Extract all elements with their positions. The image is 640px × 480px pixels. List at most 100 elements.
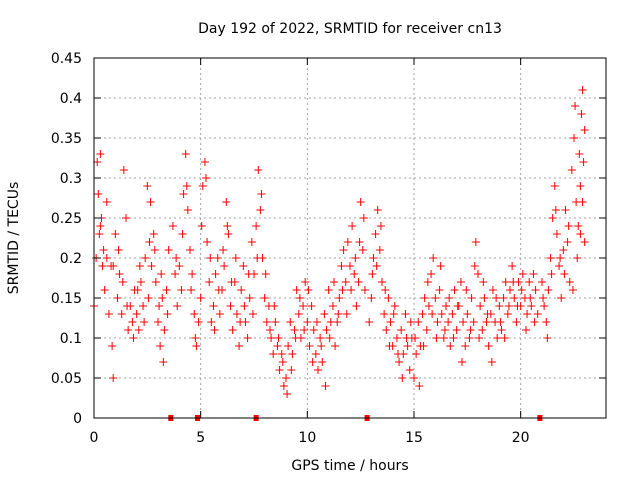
data-point <box>367 294 376 302</box>
data-point <box>380 310 389 318</box>
y-tick-label: 0 <box>73 411 82 427</box>
data-point <box>231 254 240 262</box>
data-point <box>94 190 103 198</box>
data-point <box>392 334 401 342</box>
data-point <box>442 302 450 310</box>
data-point <box>518 270 527 278</box>
data-point <box>309 326 318 334</box>
x-tick-label: 10 <box>298 430 316 446</box>
data-point <box>96 150 105 158</box>
data-point <box>531 286 540 294</box>
data-point <box>275 366 284 374</box>
data-point <box>463 310 472 318</box>
data-point <box>253 254 262 262</box>
data-point <box>509 278 518 286</box>
data-point <box>538 278 546 286</box>
data-point <box>175 262 184 270</box>
data-point <box>187 286 196 294</box>
data-point <box>530 318 539 326</box>
y-tick-label: 0.05 <box>51 371 82 387</box>
data-point <box>219 246 228 254</box>
x-tick-label: 20 <box>512 430 530 446</box>
data-point <box>274 334 283 342</box>
data-point <box>459 318 468 326</box>
y-tick-label: 0.45 <box>51 51 82 67</box>
data-point <box>314 366 322 374</box>
data-point <box>378 278 386 286</box>
data-point <box>141 254 150 262</box>
data-point <box>292 286 301 294</box>
data-point <box>450 286 459 294</box>
data-point <box>546 254 555 262</box>
data-point <box>333 318 342 326</box>
data-point <box>149 230 158 238</box>
data-point <box>431 294 440 302</box>
data-point <box>158 294 167 302</box>
data-point <box>236 318 245 326</box>
data-point <box>109 374 118 382</box>
data-point <box>337 262 346 270</box>
data-point <box>348 222 357 230</box>
data-point <box>113 294 122 302</box>
data-point <box>328 302 337 310</box>
data-point <box>181 150 190 158</box>
data-point <box>150 246 159 254</box>
data-point <box>465 334 474 342</box>
data-point <box>424 302 433 310</box>
data-point <box>501 278 510 286</box>
x-tick-label: 15 <box>405 430 423 446</box>
data-point <box>277 350 286 358</box>
data-point <box>155 302 164 310</box>
data-point <box>160 326 169 334</box>
data-point <box>262 318 271 326</box>
data-point <box>436 262 445 270</box>
data-point <box>232 310 241 318</box>
data-point <box>555 262 564 270</box>
data-point <box>352 302 361 310</box>
data-point <box>444 318 453 326</box>
data-point <box>405 366 414 374</box>
data-point <box>239 262 248 270</box>
data-point <box>467 294 476 302</box>
data-point <box>334 310 343 318</box>
data-point <box>437 310 446 318</box>
data-point <box>330 278 338 286</box>
data-point <box>256 206 265 214</box>
data-point <box>418 310 427 318</box>
data-point <box>207 318 216 326</box>
y-tick-label: 0.4 <box>60 91 82 107</box>
data-point <box>452 326 461 334</box>
data-point <box>318 358 327 366</box>
data-point <box>339 246 348 254</box>
data-point <box>102 254 111 262</box>
data-point <box>295 294 304 302</box>
data-point <box>237 286 246 294</box>
data-point <box>359 214 368 222</box>
data-points <box>90 86 589 398</box>
data-point <box>151 278 160 286</box>
data-point <box>104 310 113 318</box>
data-point <box>198 182 207 190</box>
data-point <box>163 310 172 318</box>
data-point <box>351 254 360 262</box>
data-point <box>395 358 404 366</box>
data-point <box>453 302 462 310</box>
data-point <box>389 310 398 318</box>
data-point <box>478 326 487 334</box>
data-point <box>291 334 300 342</box>
data-point <box>575 150 584 158</box>
data-point <box>312 318 321 326</box>
data-point <box>341 278 350 286</box>
data-point <box>321 382 330 390</box>
data-point <box>523 310 532 318</box>
data-point <box>539 294 548 302</box>
data-point <box>499 294 508 302</box>
data-point <box>573 254 582 262</box>
data-point <box>252 222 261 230</box>
data-point <box>114 246 123 254</box>
data-point <box>244 270 253 278</box>
data-point <box>283 390 292 398</box>
data-point <box>398 374 407 382</box>
data-point <box>261 270 270 278</box>
data-point <box>308 358 317 366</box>
